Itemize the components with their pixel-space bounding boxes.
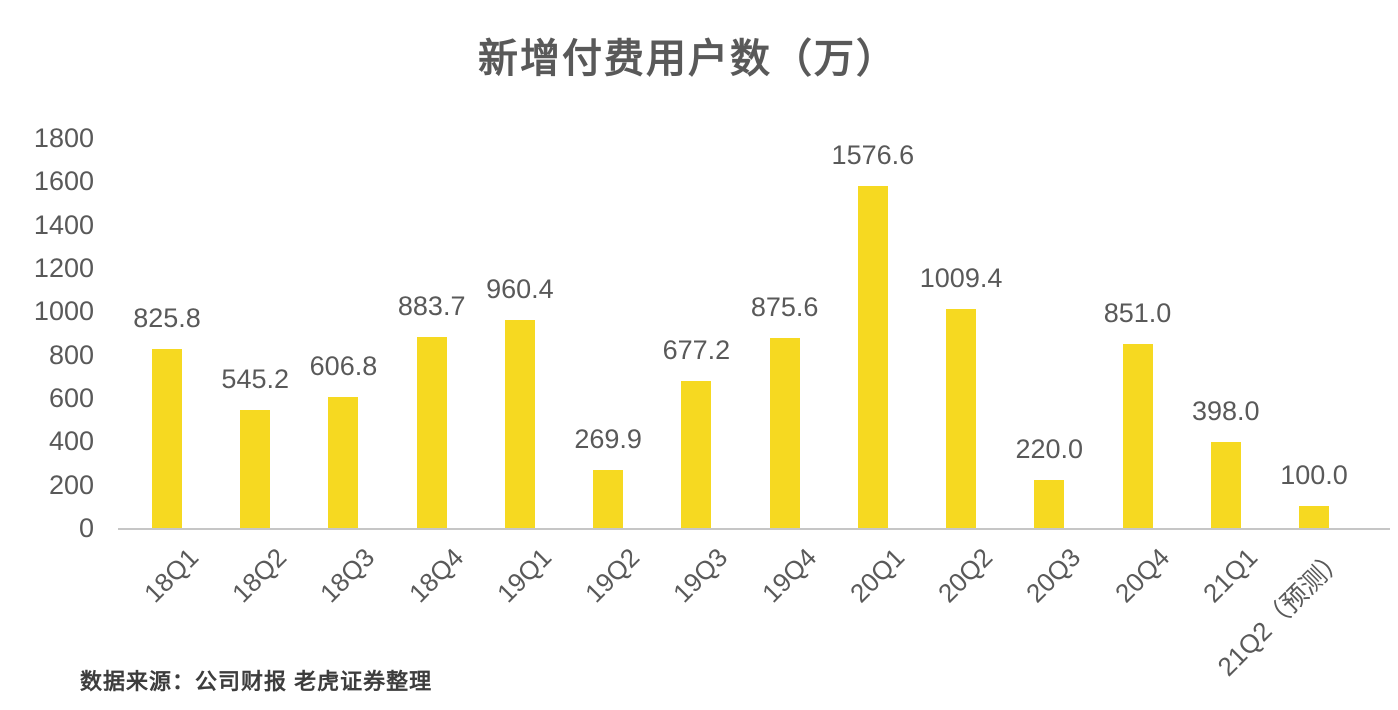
bar-18Q2 [240,409,271,528]
y-axis-tick-label: 400 [48,426,94,457]
bar-value-label: 851.0 [1103,297,1172,328]
y-axis-tick-label: 1600 [33,166,94,197]
bar-18Q4 [416,336,447,528]
bar-20Q3 [1034,480,1065,528]
bar-19Q2 [593,469,624,528]
bar-value-label: 220.0 [1015,434,1084,465]
bar-value-label: 883.7 [397,290,466,321]
source-note: 数据来源：公司财报 老虎证券整理 [80,669,433,694]
y-axis-tick-label: 600 [48,383,94,413]
y-axis-tick-label: 1400 [33,209,94,240]
y-axis-tick-label: 1800 [33,123,94,153]
bar-18Q3 [328,396,359,528]
bar-value-label: 269.9 [574,423,642,454]
bar-value-label: 677.2 [662,335,731,366]
bar-value-label: 100.0 [1280,460,1348,491]
y-axis-tick-label: 800 [48,339,94,370]
y-axis-tick-label: 200 [48,469,94,500]
bar-19Q4 [769,338,800,528]
y-axis-tick-label: 0 [78,513,94,543]
bar-20Q1 [857,186,888,528]
chart-title: 新增付费用户数（万） [478,37,898,81]
bar-value-label: 825.8 [133,303,201,334]
bar-18Q1 [152,349,182,528]
bar-20Q2 [946,309,977,528]
bar-value-label: 606.8 [309,350,378,381]
y-axis-tick-label: 1000 [33,296,94,327]
bar-value-label: 398.0 [1191,395,1260,426]
bar-19Q1 [504,319,535,528]
bar-value-label: 1576.6 [831,140,915,171]
bar-value-label: 1009.4 [919,263,1003,294]
y-axis: 0 200 400 600 800 1000 1200 1400 1600 1800 [0,123,94,543]
bar-21Q1 [1210,441,1241,528]
bar-20Q4 [1122,343,1153,528]
plot-area: 825.8 18Q1 545.2 18Q2 606.8 18Q3 883.7 18Q4 960.… [118,138,1390,682]
bar-21Q2（预测） [1299,506,1329,528]
bar-value-label: 875.6 [750,292,819,323]
bar-19Q3 [681,381,712,528]
bar-value-label: 545.2 [221,363,289,394]
y-axis-tick-label: 1200 [33,253,94,283]
x-axis-line [118,528,1390,530]
bar-value-label: 960.4 [486,273,554,304]
